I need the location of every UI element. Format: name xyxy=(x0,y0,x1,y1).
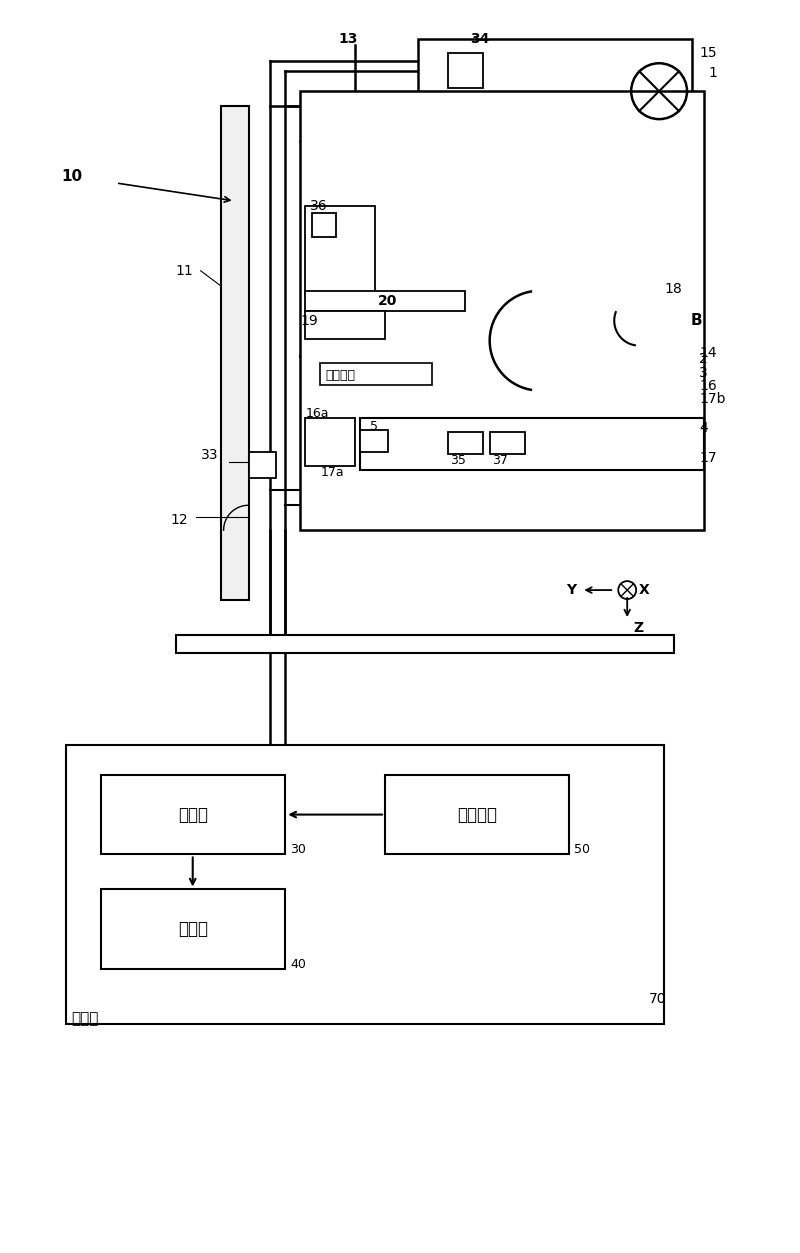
Text: 2: 2 xyxy=(699,352,708,366)
Text: 监视器: 监视器 xyxy=(178,920,208,938)
Text: 40: 40 xyxy=(290,957,306,971)
Text: 17b: 17b xyxy=(699,391,726,406)
Text: 4: 4 xyxy=(699,421,708,436)
Text: 15: 15 xyxy=(699,46,717,60)
Text: 计算机: 计算机 xyxy=(178,806,208,823)
Text: 70: 70 xyxy=(649,992,666,1006)
Bar xyxy=(300,91,704,530)
Text: 14: 14 xyxy=(699,346,717,360)
Bar xyxy=(176,635,674,653)
Bar xyxy=(385,774,570,855)
Bar xyxy=(306,205,375,296)
Text: 17: 17 xyxy=(699,451,717,465)
Bar xyxy=(221,107,249,600)
Text: 37: 37 xyxy=(492,454,507,467)
Bar xyxy=(320,362,432,385)
Bar xyxy=(312,213,336,237)
Bar xyxy=(249,452,277,479)
Text: X: X xyxy=(639,583,650,598)
Text: 19: 19 xyxy=(300,313,318,328)
Text: 5: 5 xyxy=(370,420,378,434)
Text: 20: 20 xyxy=(378,293,398,308)
Bar xyxy=(101,774,286,855)
Bar xyxy=(306,291,465,311)
Text: Z: Z xyxy=(633,621,643,635)
Bar xyxy=(490,432,525,455)
Bar xyxy=(101,890,286,970)
Text: 12: 12 xyxy=(170,514,189,528)
Text: 36: 36 xyxy=(310,199,328,213)
Bar xyxy=(448,54,482,88)
Text: 1: 1 xyxy=(709,66,718,80)
Text: 扫描机构: 扫描机构 xyxy=(326,370,355,382)
Text: 35: 35 xyxy=(450,454,466,467)
Bar xyxy=(66,744,664,1024)
Text: 30: 30 xyxy=(290,843,306,856)
Text: B: B xyxy=(691,313,702,328)
Bar xyxy=(306,311,385,338)
Text: 18: 18 xyxy=(664,282,682,296)
Bar xyxy=(360,419,704,470)
Bar xyxy=(448,432,482,455)
Text: 34: 34 xyxy=(470,33,489,46)
Text: 3: 3 xyxy=(699,366,708,380)
Text: 10: 10 xyxy=(61,168,82,183)
Bar xyxy=(418,39,692,144)
Text: 控制台: 控制台 xyxy=(71,1011,98,1026)
Text: 输入单元: 输入单元 xyxy=(457,806,497,823)
Text: 11: 11 xyxy=(176,264,194,278)
Text: 16a: 16a xyxy=(306,407,329,420)
Text: 13: 13 xyxy=(338,33,358,46)
Bar xyxy=(306,419,355,466)
Text: Y: Y xyxy=(566,583,577,598)
Text: 16: 16 xyxy=(699,378,717,392)
Text: 17a: 17a xyxy=(320,466,344,479)
Text: 50: 50 xyxy=(574,843,590,856)
Text: 33: 33 xyxy=(201,449,218,462)
Bar xyxy=(360,431,388,452)
